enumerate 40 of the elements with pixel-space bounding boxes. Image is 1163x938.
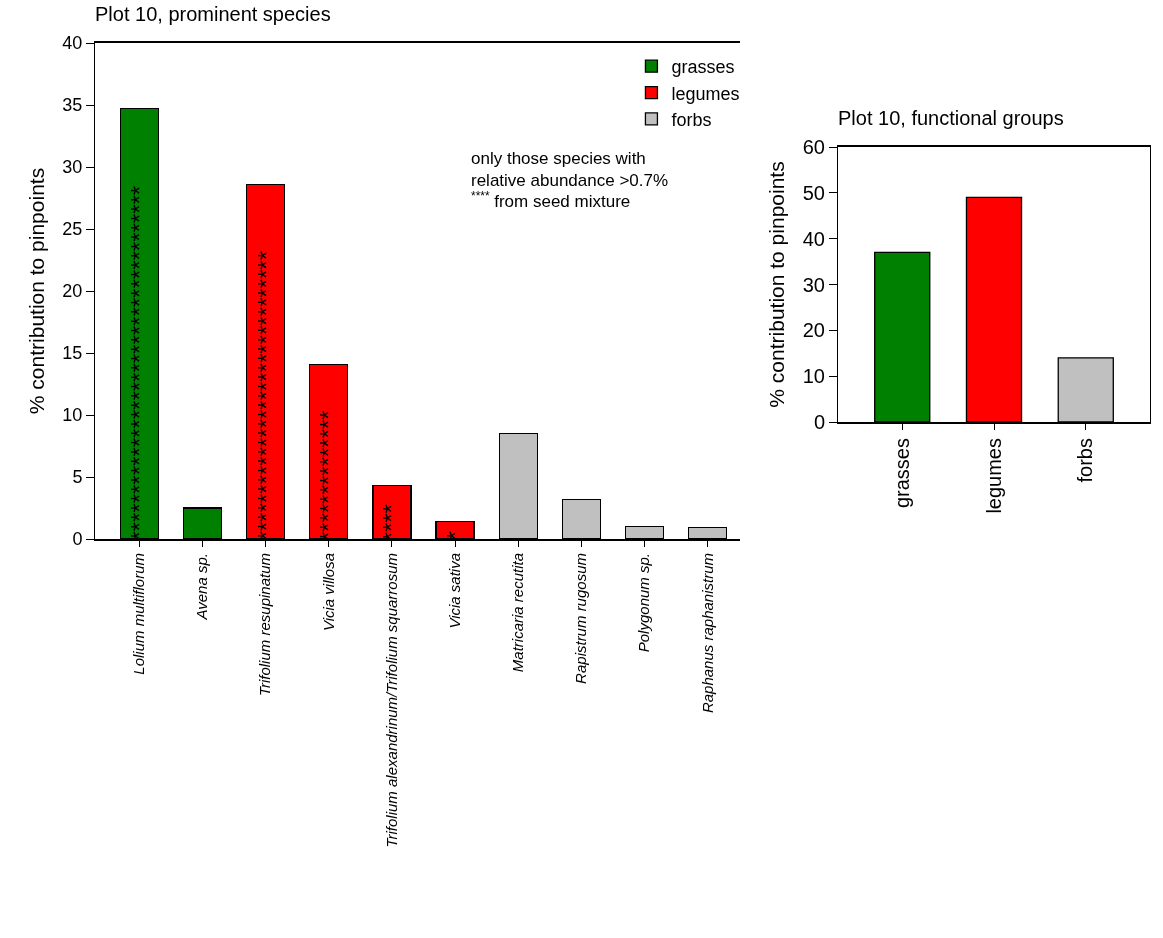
annotation: $^{****}$ from seed mixture <box>471 189 631 212</box>
legend-label: forbs <box>671 109 712 130</box>
y-tick-label: 20 <box>802 319 825 342</box>
data-label: ************** <box>315 410 343 542</box>
y-tick-label: 25 <box>62 219 83 240</box>
x-tick-label: legumes <box>982 438 1005 514</box>
x-tick-label: Trifolium resupinatum <box>256 553 274 697</box>
y-axis-title: % contribution to pinpoints <box>764 161 788 408</box>
y-tick-label: 5 <box>72 467 83 488</box>
x-tick-label: Vicia villosa <box>319 553 337 632</box>
y-tick-label: 40 <box>62 33 83 54</box>
chart-title: Plot 10, functional groups <box>838 107 1064 129</box>
x-tick-label: Raphanus raphanistrum <box>698 553 716 714</box>
y-tick-label: 0 <box>72 529 83 550</box>
x-tick-label: Matricaria recutita <box>509 553 527 673</box>
y-tick-label: 30 <box>62 157 83 178</box>
x-tick-label: Vicia sativa <box>445 553 463 629</box>
y-tick-label: 10 <box>802 365 825 388</box>
x-tick-label: Lolium multiflorum <box>130 553 148 675</box>
y-tick-label: 15 <box>62 343 83 364</box>
x-tick-label: Avena sp. <box>193 553 211 621</box>
x-tick-label: Trifolium alexandrinum/Trifolium squarrosum <box>382 553 400 848</box>
y-tick-label: 20 <box>62 281 83 302</box>
x-tick-label: Rapistrum rugosum <box>572 553 590 684</box>
x-tick-label: grasses <box>890 438 913 509</box>
y-tick-label: 10 <box>62 405 83 426</box>
y-tick-label: 0 <box>813 411 825 433</box>
legend-label: legumes <box>671 83 740 104</box>
y-axis-title: % contribution to pinpoints <box>24 167 48 415</box>
chart-title: Plot 10, prominent species <box>95 3 331 25</box>
y-tick-label: 60 <box>802 136 825 158</box>
y-tick-label: 40 <box>802 227 825 250</box>
y-tick-label: 30 <box>802 273 825 296</box>
data-label: ************************************** <box>125 185 153 541</box>
data-label: ******************************* <box>252 251 280 541</box>
legend-label: grasses <box>671 57 735 78</box>
y-tick-label: 50 <box>802 181 825 204</box>
x-tick-label: forbs <box>1074 438 1097 483</box>
y-tick-label: 35 <box>62 95 83 116</box>
x-tick-label: Polygonum sp. <box>635 553 653 653</box>
